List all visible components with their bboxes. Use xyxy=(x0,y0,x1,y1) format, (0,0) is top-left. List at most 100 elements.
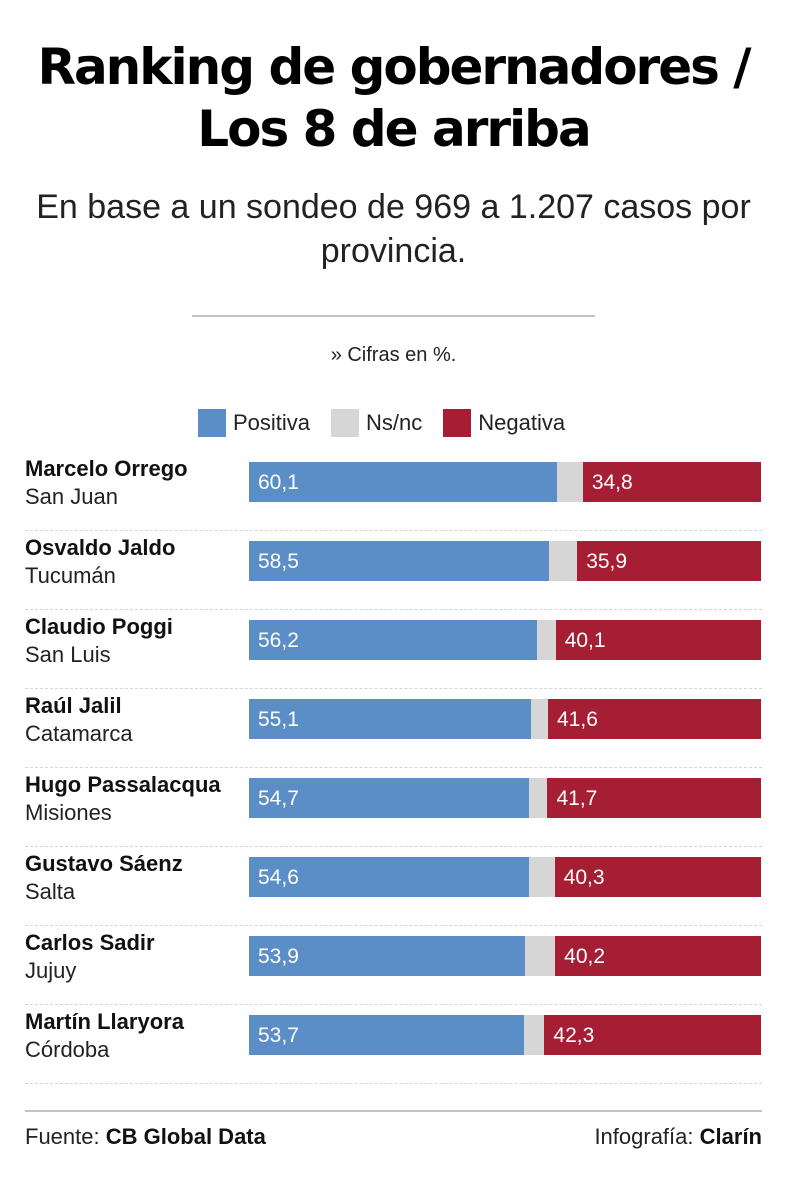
subtitle-line-2: provincia. xyxy=(320,232,467,270)
value-label-negativa: 34,8 xyxy=(591,471,633,494)
bar-segment-nsnc xyxy=(523,1015,545,1055)
row-separator xyxy=(25,1004,762,1005)
legend-label-positiva: Positiva xyxy=(233,410,311,435)
stacked-bar: 58,5 35,9 xyxy=(249,541,761,581)
source-credit: Fuente: CB Global Data xyxy=(25,1124,266,1150)
chart-row: Raúl Jalil Catamarca 55,1 41,6 xyxy=(25,689,762,768)
bar-segment-negativa xyxy=(544,1015,761,1055)
legend-label-nsnc: Ns/nc xyxy=(366,410,423,435)
chart-row: Martín Llaryora Córdoba 53,7 42,3 xyxy=(25,1005,762,1084)
bar-segment-negativa xyxy=(582,462,761,502)
value-label-positiva: 55,1 xyxy=(258,708,299,731)
chart-row: Hugo Passalacqua Misiones 54,7 41,7 xyxy=(25,768,762,847)
bar-segment-negativa xyxy=(555,620,761,660)
province-name: San Luis xyxy=(25,642,111,667)
row-separator xyxy=(25,1083,762,1084)
value-label-positiva: 54,7 xyxy=(258,787,299,810)
legend-swatch-nsnc xyxy=(331,409,360,437)
infographic-credit: Infografía: Clarín xyxy=(594,1124,762,1150)
governor-name: Osvaldo Jaldo xyxy=(25,535,176,560)
bar-segment-positiva xyxy=(249,936,525,976)
credit-name: Clarín xyxy=(699,1124,762,1149)
value-label-negativa: 40,3 xyxy=(563,866,605,889)
legend: Positiva Ns/nc Negativa xyxy=(198,408,586,438)
row-separator xyxy=(25,609,762,610)
row-separator xyxy=(25,767,762,768)
title-line-1: Ranking de gobernadores / xyxy=(37,38,751,96)
bar-segment-nsnc xyxy=(524,936,556,976)
bar-segment-nsnc xyxy=(548,541,578,581)
row-separator xyxy=(25,846,762,847)
governor-name: Hugo Passalacqua xyxy=(25,772,221,797)
legend-swatch-positiva xyxy=(198,409,226,437)
stacked-bar: 54,6 40,3 xyxy=(249,857,761,897)
legend-swatch-negativa xyxy=(443,409,472,437)
stacked-bar: 56,2 40,1 xyxy=(249,620,761,660)
chart-row: Gustavo Sáenz Salta 54,6 40,3 xyxy=(25,847,762,926)
row-separator xyxy=(25,688,762,689)
bar-segment-negativa xyxy=(577,541,761,581)
value-label-negativa: 41,6 xyxy=(557,708,598,731)
bar-segment-negativa xyxy=(548,699,761,739)
bar-segment-positiva xyxy=(249,541,549,581)
title-line-2: Los 8 de arriba xyxy=(197,100,591,158)
legend-item-positiva: Positiva xyxy=(198,409,310,437)
legend-label-negativa: Negativa xyxy=(478,410,566,435)
row-separator xyxy=(25,530,762,531)
stacked-bar: 53,7 42,3 xyxy=(249,1015,761,1055)
subtitle-line-1: En base a un sondeo de 969 a 1.207 casos… xyxy=(36,188,751,226)
bottom-divider xyxy=(25,1110,762,1112)
legend-item-nsnc: Ns/nc xyxy=(331,409,422,437)
province-name: Jujuy xyxy=(25,958,77,983)
value-label-negativa: 35,9 xyxy=(586,550,628,573)
bar-segment-nsnc xyxy=(536,620,556,660)
value-label-negativa: 40,2 xyxy=(564,945,606,968)
governor-name: Gustavo Sáenz xyxy=(25,851,183,876)
value-label-positiva: 60,1 xyxy=(258,471,299,494)
chart-subtitle: En base a un sondeo de 969 a 1.207 casos… xyxy=(0,185,787,273)
bar-segment-positiva xyxy=(249,620,537,660)
bar-segment-nsnc xyxy=(556,462,583,502)
chart-title: Ranking de gobernadores / Los 8 de arrib… xyxy=(0,36,787,160)
value-label-negativa: 41,7 xyxy=(556,787,598,810)
value-label-positiva: 54,6 xyxy=(258,866,299,889)
stacked-bar: 54,7 41,7 xyxy=(249,778,761,818)
bar-segment-positiva xyxy=(249,699,532,739)
value-label-positiva: 58,5 xyxy=(258,550,299,573)
governor-name: Marcelo Orrego xyxy=(25,456,188,481)
value-label-negativa: 40,1 xyxy=(564,629,606,652)
bar-segment-positiva xyxy=(249,857,529,897)
bar-segment-positiva xyxy=(249,1015,524,1055)
value-label-positiva: 53,9 xyxy=(258,945,299,968)
bar-segment-positiva xyxy=(249,462,557,502)
top-divider xyxy=(192,315,595,317)
stacked-bar: 60,1 34,8 xyxy=(249,462,761,502)
credit-prefix: Infografía: xyxy=(594,1124,694,1149)
value-label-positiva: 53,7 xyxy=(258,1024,299,1047)
governor-name: Carlos Sadir xyxy=(25,930,155,955)
stacked-bar: 53,9 40,2 xyxy=(249,936,761,976)
chart-row: Osvaldo Jaldo Tucumán 58,5 35,9 xyxy=(25,531,762,610)
governor-name: Claudio Poggi xyxy=(25,614,173,639)
bar-segment-nsnc xyxy=(531,699,548,739)
stacked-bar: 55,1 41,6 xyxy=(249,699,761,739)
bar-segment-nsnc xyxy=(529,778,548,818)
bar-segment-negativa xyxy=(555,936,761,976)
bar-segment-negativa xyxy=(554,857,761,897)
governor-name: Martín Llaryora xyxy=(25,1009,184,1034)
value-label-negativa: 42,3 xyxy=(553,1024,595,1047)
bar-segment-nsnc xyxy=(528,857,555,897)
province-name: Misiones xyxy=(25,800,112,825)
source-name: CB Global Data xyxy=(105,1124,266,1149)
province-name: Catamarca xyxy=(25,721,133,746)
units-note: » Cifras en %. xyxy=(330,344,457,366)
source-prefix: Fuente: xyxy=(25,1124,100,1149)
legend-item-negativa: Negativa xyxy=(443,409,565,437)
value-label-positiva: 56,2 xyxy=(258,629,299,652)
province-name: Córdoba xyxy=(25,1037,110,1062)
province-name: Tucumán xyxy=(25,563,116,588)
chart-row: Carlos Sadir Jujuy 53,9 40,2 xyxy=(25,926,762,1005)
chart-row: Marcelo Orrego San Juan 60,1 34,8 xyxy=(25,452,762,531)
row-separator xyxy=(25,925,762,926)
bar-segment-negativa xyxy=(547,778,761,818)
